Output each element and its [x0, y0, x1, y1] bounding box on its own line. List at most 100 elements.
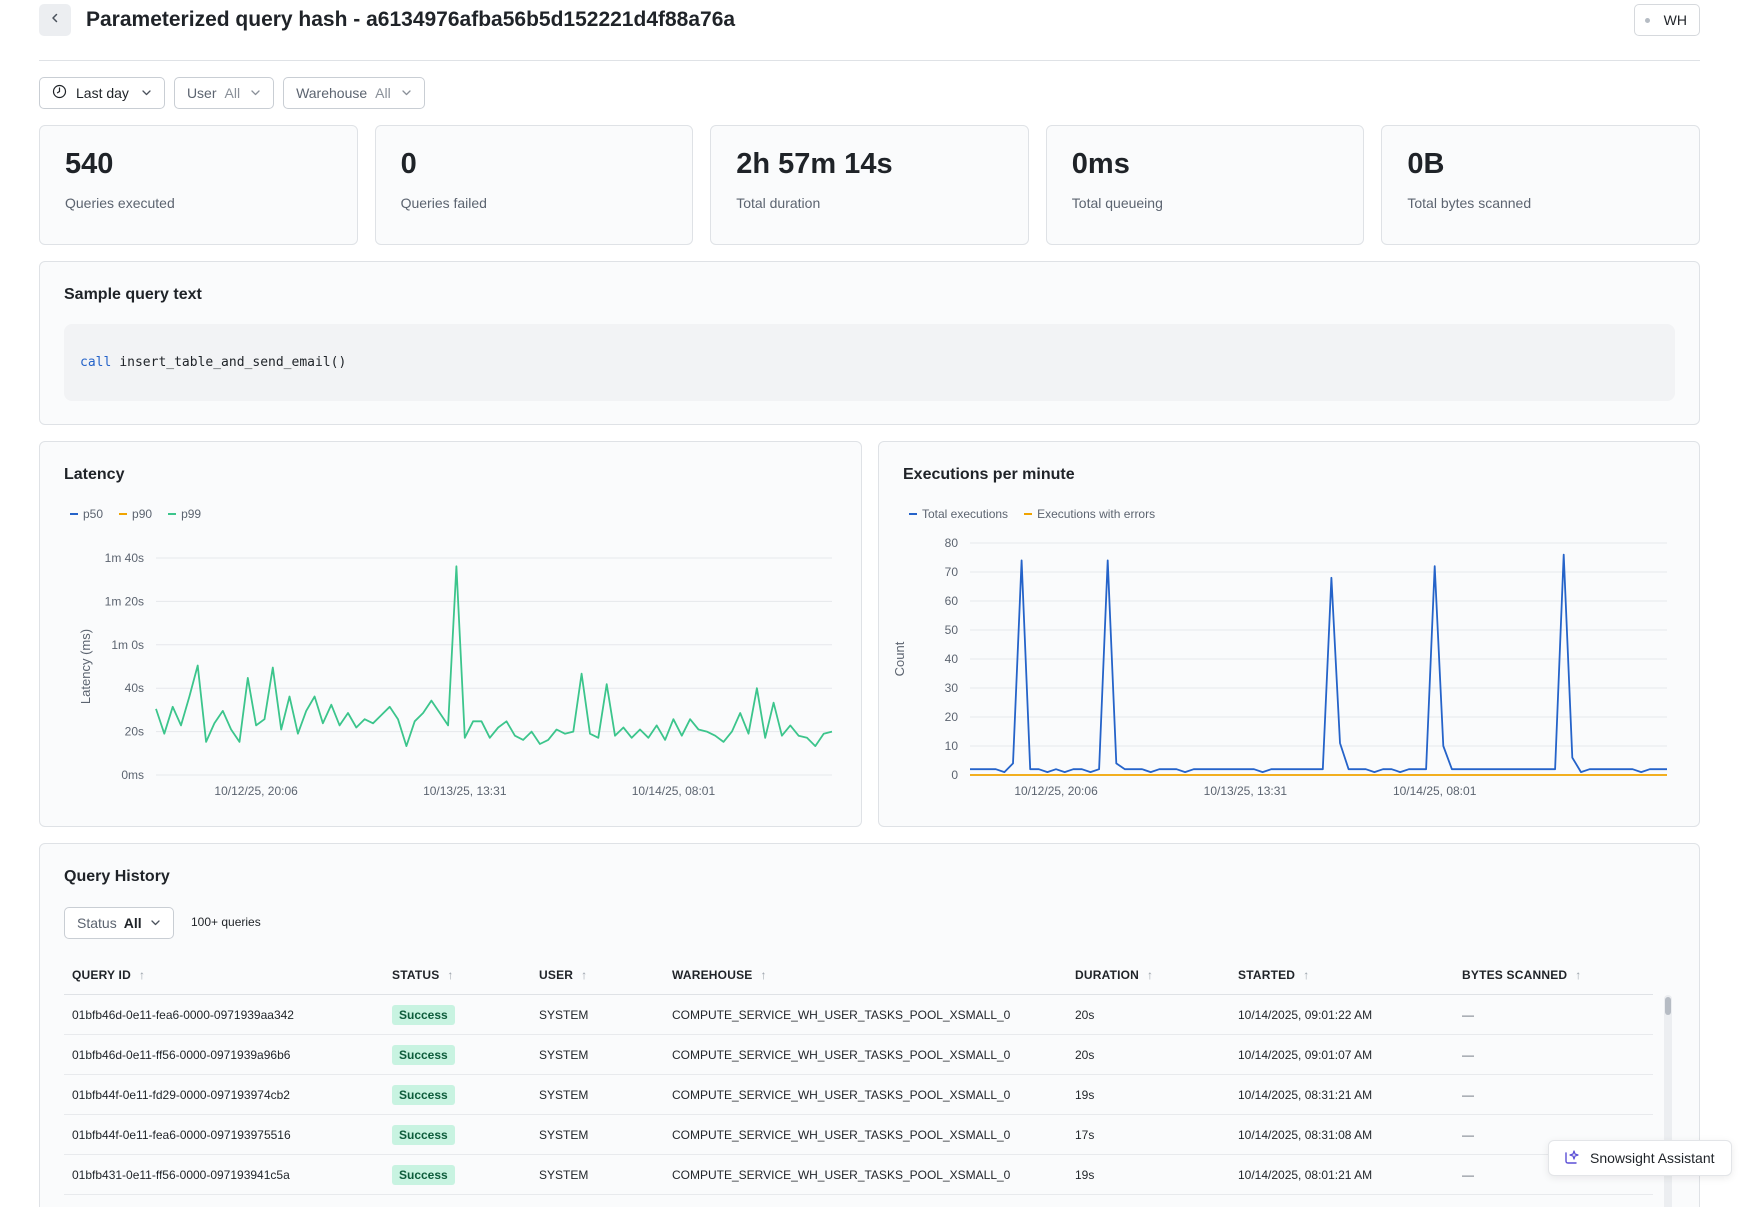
status-badge: Success: [392, 1044, 455, 1065]
cell-bytes-scanned: —: [1462, 1087, 1474, 1102]
code-text: insert_table_and_send_email(): [119, 355, 347, 370]
query-history-table: QUERY ID ↑ STATUS ↑ USER ↑ WAREHOUSE ↑ DURAT…: [64, 956, 1653, 1195]
cell-status: Success: [384, 1044, 531, 1065]
column-header-warehouse[interactable]: WAREHOUSE ↑: [664, 968, 1067, 982]
stat-label: Queries executed: [65, 195, 175, 211]
table-row[interactable]: 01bfb44f-0e11-fea6-0000-097193975516 Suc…: [64, 1115, 1653, 1155]
cell-status: Success: [384, 1004, 531, 1025]
latency-chart[interactable]: 0ms 20s 40s 1m 0s 1m 20s 1m 40s 10/12/25, 20:0…: [40, 442, 863, 828]
cell-started: 10/14/2025, 09:01:22 AM: [1238, 1007, 1373, 1022]
column-label: WAREHOUSE: [672, 968, 753, 982]
cell-started: 10/14/2025, 08:31:08 AM: [1238, 1127, 1373, 1142]
y-tick-label: 0: [951, 768, 958, 782]
cell-started: 10/14/2025, 08:01:21 AM: [1238, 1167, 1373, 1182]
cell-started: 10/14/2025, 09:01:07 AM: [1238, 1047, 1373, 1062]
legend-item-executions-with-errors[interactable]: Executions with errors: [1024, 507, 1155, 521]
legend-item-p99[interactable]: p99: [168, 507, 201, 521]
user-filter-label: User: [186, 85, 217, 101]
cell-query-id: 01bfb431-0e11-ff56-0000-097193941c5a: [72, 1167, 290, 1182]
x-tick-label: 10/13/25, 13:31: [1204, 784, 1288, 798]
cell-user: SYSTEM: [539, 1127, 589, 1142]
table-row[interactable]: 01bfb44f-0e11-fd29-0000-097193974cb2 Suc…: [64, 1075, 1653, 1115]
executions-chart[interactable]: 0 10 20 30 40 50 60 70 80 10/12/25, 20:06 10/13/25…: [879, 442, 1701, 828]
x-tick-label: 10/12/25, 20:06: [1014, 784, 1098, 798]
x-tick-label: 10/14/25, 08:01: [1393, 784, 1477, 798]
cell-user: SYSTEM: [539, 1087, 589, 1102]
chevron-down-icon: [250, 85, 261, 101]
cell-duration: 19s: [1075, 1087, 1095, 1102]
cell-duration: 19s: [1075, 1167, 1095, 1182]
cell-duration: 20s: [1075, 1047, 1095, 1062]
time-range-filter[interactable]: Last day: [39, 77, 165, 109]
stat-card-total-queueing: 0ms Total queueing: [1045, 125, 1365, 245]
sort-arrow-icon: ↑: [1147, 968, 1154, 982]
y-tick-label: 70: [945, 565, 959, 579]
column-header-query-id[interactable]: QUERY ID ↑: [64, 968, 384, 982]
warehouse-filter[interactable]: Warehouse All: [283, 77, 425, 109]
cell-query-id: 01bfb46d-0e11-fea6-0000-0971939aa342: [72, 1007, 294, 1022]
x-tick-label: 10/13/25, 13:31: [423, 784, 507, 798]
sample-query-title: Sample query text: [64, 286, 202, 303]
sort-arrow-icon: ↑: [447, 968, 454, 982]
series-line-total-executions: [970, 553, 1667, 774]
stat-value: 0: [400, 148, 417, 180]
legend-item-total-executions[interactable]: Total executions: [909, 507, 1008, 521]
column-label: STATUS: [392, 968, 440, 982]
y-tick-label: 60: [945, 594, 959, 608]
stat-label: Queries failed: [400, 195, 487, 211]
query-history-title: Query History: [64, 868, 170, 885]
sort-arrow-icon: ↑: [1575, 968, 1582, 982]
stat-label: Total queueing: [1071, 195, 1163, 211]
sort-arrow-icon: ↑: [1303, 968, 1310, 982]
legend-item-p50[interactable]: p50: [70, 507, 103, 521]
column-header-bytes-scanned[interactable]: BYTES SCANNED ↑: [1454, 968, 1653, 982]
cell-user: SYSTEM: [539, 1047, 589, 1062]
status-dot-icon: [1644, 17, 1650, 23]
table-row[interactable]: 01bfb46d-0e11-ff56-0000-0971939a96b6 Suc…: [64, 1035, 1653, 1075]
status-badge: Success: [392, 1004, 455, 1025]
cell-query-id: 01bfb44f-0e11-fea6-0000-097193975516: [72, 1127, 291, 1142]
table-row[interactable]: 01bfb431-0e11-ff56-0000-097193941c5a Suc…: [64, 1155, 1653, 1195]
cell-user: SYSTEM: [539, 1007, 589, 1022]
y-tick-label: 30: [945, 681, 959, 695]
column-header-duration[interactable]: DURATION ↑: [1067, 968, 1230, 982]
stat-cards: 540 Queries executed 0 Queries failed 2h…: [39, 125, 1700, 245]
cell-warehouse: COMPUTE_SERVICE_WH_USER_TASKS_POOL_XSMAL…: [672, 1007, 1011, 1022]
y-tick-label: 40: [945, 652, 959, 666]
y-tick-label: 10: [945, 739, 959, 753]
table-scrollbar[interactable]: [1664, 995, 1672, 1207]
sort-arrow-icon: ↑: [760, 968, 767, 982]
stat-card-queries-failed: 0 Queries failed: [374, 125, 694, 245]
warehouse-filter-label: Warehouse: [296, 85, 368, 101]
user-filter[interactable]: User All: [173, 77, 275, 109]
cell-warehouse: COMPUTE_SERVICE_WH_USER_TASKS_POOL_XSMAL…: [672, 1047, 1011, 1062]
column-header-started[interactable]: STARTED ↑: [1230, 968, 1454, 982]
cell-query-id: 01bfb44f-0e11-fd29-0000-097193974cb2: [72, 1087, 290, 1102]
chevron-left-icon: [49, 11, 61, 29]
executions-title: Executions per minute: [903, 466, 1075, 483]
y-tick-label: 20: [945, 710, 959, 724]
status-filter[interactable]: Status All: [64, 907, 174, 939]
y-tick-label: 20s: [125, 725, 144, 739]
status-filter-value: All: [123, 915, 142, 931]
stat-card-queries-executed: 540 Queries executed: [39, 125, 358, 245]
back-button[interactable]: [39, 4, 71, 36]
series-line-p99: [155, 565, 833, 748]
snowsight-assistant-button[interactable]: Snowsight Assistant: [1548, 1140, 1732, 1176]
scrollbar-thumb[interactable]: [1665, 997, 1671, 1015]
table-row[interactable]: 01bfb46d-0e11-fea6-0000-0971939aa342 Suc…: [64, 995, 1653, 1035]
legend-swatch: [119, 513, 128, 515]
y-tick-label: 0ms: [121, 768, 144, 782]
legend-swatch: [168, 513, 177, 515]
legend-label: p50: [83, 507, 104, 521]
column-header-status[interactable]: STATUS ↑: [384, 968, 531, 982]
warehouse-badge[interactable]: WH: [1633, 4, 1700, 36]
status-filter-label: Status: [77, 915, 117, 931]
sample-query-code[interactable]: call insert_table_and_send_email(): [64, 324, 1675, 401]
stat-value: 2h 57m 14s: [736, 148, 893, 180]
executions-legend: Total executions Executions with errors: [909, 507, 1155, 521]
warehouse-filter-value: All: [375, 85, 391, 101]
legend-item-p90[interactable]: p90: [119, 507, 152, 521]
cell-bytes-scanned: —: [1462, 1167, 1474, 1182]
column-header-user[interactable]: USER ↑: [531, 968, 664, 982]
